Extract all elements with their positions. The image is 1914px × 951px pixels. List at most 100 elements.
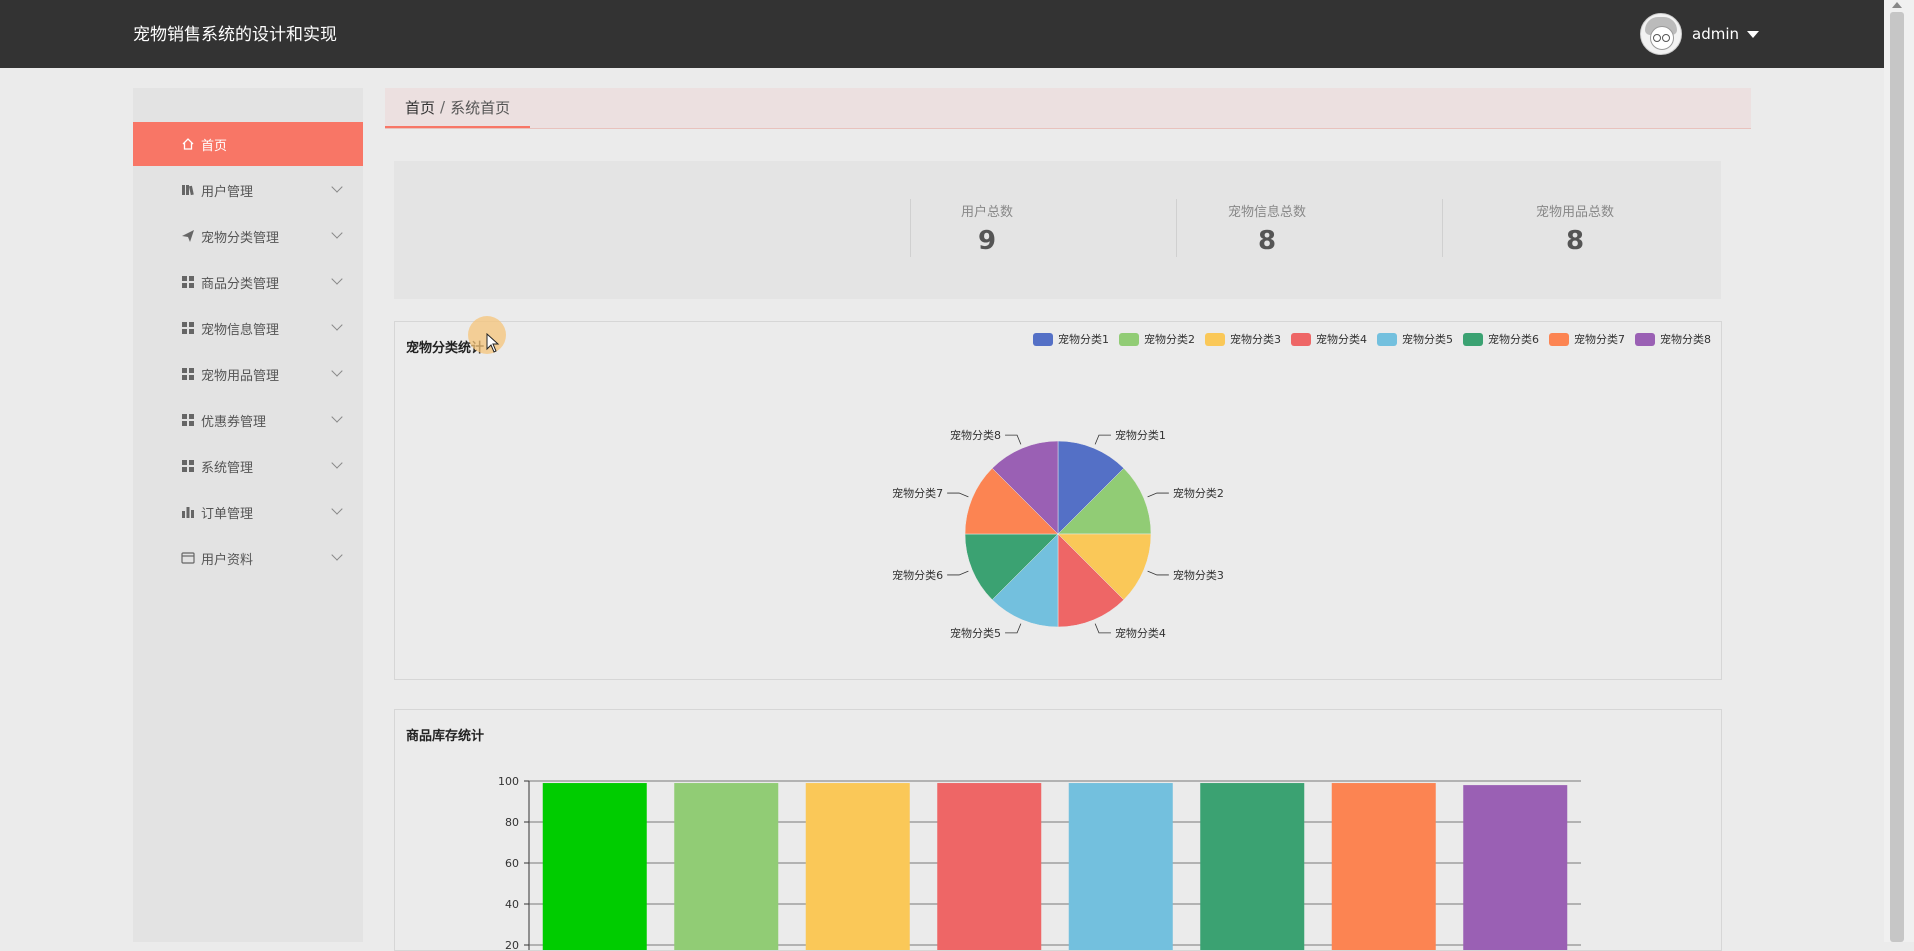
chevron-down-icon[interactable] [331, 273, 343, 285]
chevron-down-icon[interactable] [331, 549, 343, 561]
chevron-down-icon[interactable] [331, 227, 343, 239]
panel-title: 宠物分类统计 [406, 341, 485, 356]
legend-label: 宠物分类7 [1574, 333, 1625, 346]
legend-swatch [1119, 332, 1139, 346]
pie-slice[interactable] [1057, 533, 1125, 628]
app-title: 宠物销售系统的设计和实现 [133, 25, 337, 45]
sidebar-item-pet-supplies[interactable]: 宠物用品管理 [133, 352, 363, 396]
legend-swatch [1205, 332, 1225, 346]
pie-label-line [1147, 570, 1169, 576]
pie-label: 宠物分类3 [1173, 568, 1224, 582]
scrollbar-thumb[interactable] [1890, 12, 1904, 942]
id-card-icon [181, 551, 195, 565]
pie-label-line [947, 570, 969, 576]
bar[interactable] [805, 783, 910, 950]
paper-plane-icon [181, 229, 195, 243]
pie-slice[interactable] [1057, 467, 1152, 535]
sidebar-item-coupons[interactable]: 优惠券管理 [133, 398, 363, 442]
bar-chart: 100 80 60 40 20 [498, 775, 1581, 950]
bar[interactable] [1068, 783, 1173, 950]
grid-icon [181, 413, 195, 427]
pie-slice[interactable] [1057, 533, 1152, 601]
sidebar-item-pet-info[interactable]: 宠物信息管理 [133, 306, 363, 350]
mouse-cursor-icon [486, 333, 500, 353]
y-tick-label: 80 [505, 816, 519, 829]
grid-icon [181, 321, 195, 335]
stat-value: 8 [1257, 226, 1277, 256]
y-tick-label: 100 [498, 775, 519, 788]
stat-label: 宠物用品总数 [1535, 205, 1614, 220]
top-navbar: 宠物销售系统的设计和实现 admin [0, 0, 1884, 68]
legend-item[interactable]: 宠物分类7 [1549, 331, 1625, 347]
legend-item[interactable]: 宠物分类4 [1291, 331, 1367, 347]
pie-slice[interactable] [991, 533, 1059, 628]
pie-slice[interactable] [1057, 440, 1125, 535]
chevron-down-icon[interactable] [331, 503, 343, 515]
books-icon [181, 183, 195, 197]
stat-label: 用户总数 [960, 205, 1013, 220]
pie-label: 宠物分类5 [950, 626, 1001, 640]
breadcrumb-home[interactable]: 首页 [405, 98, 436, 117]
sidebar-item-user-management[interactable]: 用户管理 [133, 168, 363, 212]
pie-slice[interactable] [964, 467, 1059, 535]
legend-item[interactable]: 宠物分类6 [1463, 331, 1539, 347]
stat-pet-info-count: 宠物信息总数 8 [1134, 201, 1400, 256]
chevron-down-icon[interactable] [331, 319, 343, 331]
sidebar-item-label: 优惠券管理 [201, 414, 267, 430]
bar[interactable] [542, 783, 647, 950]
chevron-down-icon[interactable] [331, 181, 343, 193]
grid-icon [181, 367, 195, 381]
bar[interactable] [1331, 783, 1436, 950]
user-menu[interactable]: admin [1640, 13, 1759, 55]
sidebar-item-profile[interactable]: 用户资料 [133, 536, 363, 580]
bar-chart-icon [181, 505, 195, 519]
legend-swatch [1291, 332, 1311, 346]
bar[interactable] [1463, 785, 1568, 950]
pie-slice[interactable] [991, 440, 1059, 535]
legend-label: 宠物分类4 [1316, 333, 1367, 346]
sidebar-item-label: 宠物信息管理 [201, 322, 280, 338]
legend-item[interactable]: 宠物分类8 [1635, 331, 1711, 347]
caret-down-icon[interactable] [1747, 30, 1759, 38]
legend-item[interactable]: 宠物分类1 [1033, 331, 1109, 347]
stat-user-count: 用户总数 9 [854, 201, 1120, 256]
sidebar-item-label: 用户资料 [201, 552, 254, 568]
bar[interactable] [674, 783, 779, 950]
sidebar-item-home[interactable]: 首页 [133, 122, 363, 166]
chevron-down-icon[interactable] [331, 365, 343, 377]
y-tick-label: 20 [505, 939, 519, 950]
chevron-down-icon[interactable] [331, 411, 343, 423]
username[interactable]: admin [1692, 25, 1739, 43]
y-tick-label: 60 [505, 857, 519, 870]
legend-item[interactable]: 宠物分类3 [1205, 331, 1281, 347]
legend-item[interactable]: 宠物分类2 [1119, 331, 1195, 347]
scroll-up-arrow-icon[interactable] [1892, 2, 1902, 8]
chevron-down-icon[interactable] [331, 457, 343, 469]
pie-slice[interactable] [964, 533, 1059, 601]
sidebar-item-system[interactable]: 系统管理 [133, 444, 363, 488]
sidebar: 首页 用户管理 宠物分类管理 商品分类管理 宠物信息管理 宠物用品管理 优惠券管… [133, 88, 363, 942]
sidebar-item-label: 宠物用品管理 [201, 368, 280, 384]
sidebar-item-label: 用户管理 [201, 184, 254, 200]
grid-icon [181, 275, 195, 289]
panel-title: 商品库存统计 [406, 729, 485, 744]
stat-pet-supplies-count: 宠物用品总数 8 [1442, 201, 1708, 256]
avatar[interactable] [1640, 13, 1682, 55]
breadcrumb-bar: 首页 / 系统首页 [385, 88, 1751, 129]
sidebar-item-pet-category[interactable]: 宠物分类管理 [133, 214, 363, 258]
stat-divider [1176, 199, 1177, 257]
legend-item[interactable]: 宠物分类5 [1377, 331, 1453, 347]
stat-value: 9 [977, 226, 997, 256]
home-icon [181, 137, 195, 151]
bar[interactable] [1200, 783, 1305, 950]
stat-divider [910, 199, 911, 257]
legend-swatch [1549, 332, 1569, 346]
bar[interactable] [937, 783, 1042, 950]
legend-label: 宠物分类8 [1660, 333, 1711, 346]
sidebar-item-label: 系统管理 [201, 460, 254, 476]
pie-label-line [947, 492, 969, 498]
stat-label: 宠物信息总数 [1227, 205, 1306, 220]
sidebar-item-product-category[interactable]: 商品分类管理 [133, 260, 363, 304]
sidebar-item-orders[interactable]: 订单管理 [133, 490, 363, 534]
pie-chart-panel: 宠物分类统计 宠物分类1 宠物分类2 宠物分类3 宠物分类4 宠物分类5 宠物分类6 宠物分… [394, 321, 1722, 680]
